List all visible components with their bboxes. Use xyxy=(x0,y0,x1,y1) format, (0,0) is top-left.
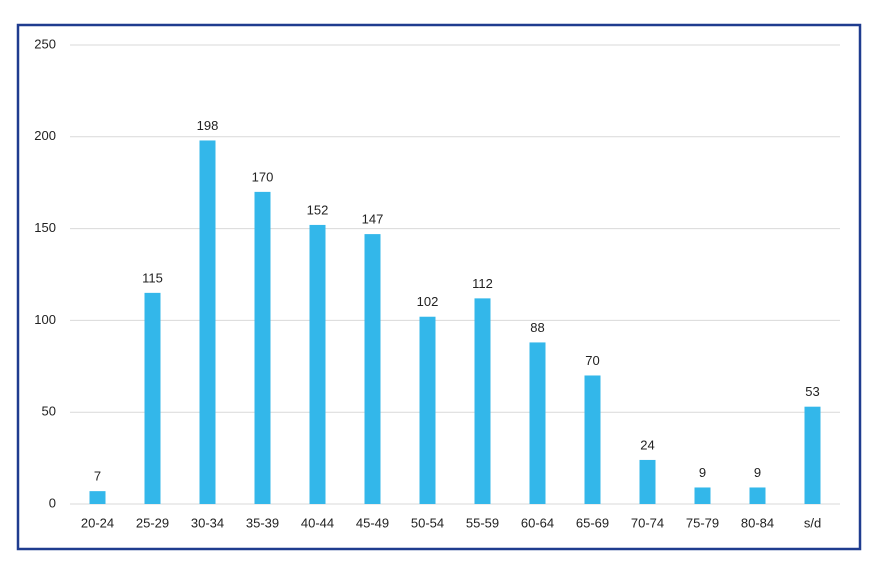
bar xyxy=(419,316,436,504)
bar xyxy=(89,491,106,504)
x-tick-label: 55-59 xyxy=(466,515,499,530)
x-tick-label: 80-84 xyxy=(741,515,774,530)
y-tick-label: 250 xyxy=(34,36,56,51)
y-tick-label: 100 xyxy=(34,312,56,327)
x-tick-label: 25-29 xyxy=(136,515,169,530)
data-label: 9 xyxy=(754,465,761,480)
x-tick-label: 30-34 xyxy=(191,515,224,530)
x-tick-label: 40-44 xyxy=(301,515,334,530)
bar xyxy=(144,292,161,504)
x-tick-label: 70-74 xyxy=(631,515,664,530)
frame xyxy=(16,23,862,551)
x-tick-label: 60-64 xyxy=(521,515,554,530)
bar xyxy=(199,140,216,505)
x-tick-label: 45-49 xyxy=(356,515,389,530)
data-label: 24 xyxy=(640,437,654,452)
bar xyxy=(309,224,326,505)
data-label: 70 xyxy=(585,353,599,368)
bar xyxy=(749,487,766,504)
data-label: 152 xyxy=(307,202,329,217)
y-tick-label: 200 xyxy=(34,128,56,143)
bar xyxy=(474,298,491,504)
y-tick-label: 150 xyxy=(34,220,56,235)
x-tick-label: 35-39 xyxy=(246,515,279,530)
bar xyxy=(254,191,271,504)
x-tick-label: 75-79 xyxy=(686,515,719,530)
data-label: 102 xyxy=(417,294,439,309)
x-tick-label: s/d xyxy=(804,515,821,530)
data-label: 170 xyxy=(252,169,274,184)
bar xyxy=(639,459,656,504)
bar xyxy=(804,406,821,504)
y-tick-label: 50 xyxy=(42,404,56,419)
bar xyxy=(584,375,601,504)
data-label: 53 xyxy=(805,384,819,399)
x-tick-label: 20-24 xyxy=(81,515,114,530)
data-label: 88 xyxy=(530,320,544,335)
data-label: 7 xyxy=(94,469,101,484)
bar xyxy=(529,342,546,504)
bar xyxy=(694,487,711,504)
y-tick-label: 0 xyxy=(49,495,56,510)
data-label: 115 xyxy=(142,270,163,285)
data-label: 147 xyxy=(362,212,384,227)
data-label: 198 xyxy=(197,118,219,133)
bar xyxy=(364,234,381,504)
x-tick-label: 65-69 xyxy=(576,515,609,530)
x-tick-label: 50-54 xyxy=(411,515,444,530)
data-label: 112 xyxy=(472,276,493,291)
data-label: 9 xyxy=(699,465,706,480)
